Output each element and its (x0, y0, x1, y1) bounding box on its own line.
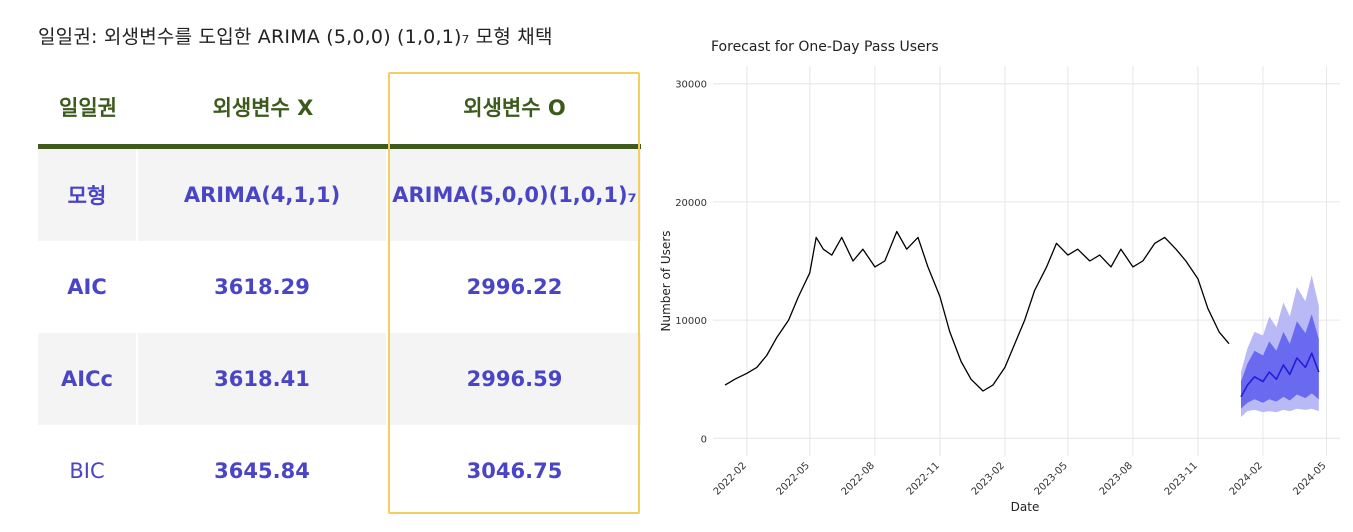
row-label: 모형 (38, 149, 138, 241)
header-with-exog: 외생변수 O (463, 96, 566, 120)
x-tick-label: 2022-02 (712, 460, 749, 497)
x-tick-label: 2022-11 (905, 460, 942, 497)
band-layer (1241, 275, 1319, 417)
chart-title: Forecast for One-Day Pass Users (711, 39, 939, 55)
table-header-row: 일일권 외생변수 X 외생변수 O (38, 70, 641, 144)
xtick-layer: 2022-02 2022-05 2022-08 2022-11 2023-02 2023-… (712, 460, 1329, 497)
x-tick-label: 2023-08 (1098, 460, 1135, 497)
grid-layer (713, 66, 1340, 456)
row-label: BIC (38, 425, 138, 517)
table-row-bic: BIC 3645.84 3046.75 (38, 425, 641, 517)
history-line (724, 230, 1230, 392)
cell-without-exog: 3645.84 (138, 425, 388, 517)
model-comparison-table: 일일권 외생변수 X 외생변수 O 모형 ARIMA(4,1,1) ARIMA(… (38, 70, 641, 517)
line-layer (724, 230, 1320, 398)
y-tick-label: 30000 (675, 80, 707, 91)
x-tick-label: 2023-02 (970, 460, 1007, 497)
cell-with-exog: 2996.22 (466, 275, 563, 299)
x-tick-label: 2023-11 (1163, 460, 1200, 497)
ytick-layer: 0 10000 20000 30000 (675, 80, 707, 446)
table-row-aic: AIC 3618.29 2996.22 (38, 241, 641, 333)
row-label: AICc (38, 333, 138, 425)
forecast-chart: Forecast for One-Day Pass Users 0 10000 20… (659, 39, 1340, 514)
cell-without-exog: 3618.41 (138, 333, 388, 425)
page-headline: 일일권: 외생변수를 도입한 ARIMA (5,0,0) (1,0,1)₇ 모형… (38, 26, 553, 48)
x-tick-label: 2022-05 (775, 460, 812, 497)
y-axis-label: Number of Users (659, 230, 673, 331)
row-label: AIC (38, 241, 138, 333)
cell-with-exog: 2996.59 (388, 333, 641, 425)
header-without-exog: 외생변수 X (212, 96, 314, 120)
cell-without-exog: ARIMA(4,1,1) (138, 149, 388, 241)
forecast-line (1240, 352, 1320, 398)
x-axis-label: Date (1011, 500, 1040, 514)
y-tick-label: 0 (701, 434, 707, 445)
cell-with-exog: ARIMA(5,0,0)(1,0,1)₇ (388, 149, 641, 241)
forecast-80-band (1241, 314, 1319, 409)
x-tick-label: 2022-08 (840, 460, 877, 497)
y-tick-label: 10000 (675, 316, 707, 327)
cell-without-exog: 3618.29 (138, 241, 388, 333)
y-tick-label: 20000 (675, 198, 707, 209)
x-tick-label: 2024-02 (1228, 460, 1265, 497)
x-tick-label: 2024-05 (1291, 460, 1328, 497)
x-tick-label: 2023-05 (1033, 460, 1070, 497)
header-pass-type: 일일권 (59, 96, 117, 120)
cell-with-exog: 3046.75 (466, 459, 563, 483)
table-row-aicc: AICc 3618.41 2996.59 (38, 333, 641, 425)
table-row-model: 모형 ARIMA(4,1,1) ARIMA(5,0,0)(1,0,1)₇ (38, 149, 641, 241)
header-rule (38, 144, 641, 149)
